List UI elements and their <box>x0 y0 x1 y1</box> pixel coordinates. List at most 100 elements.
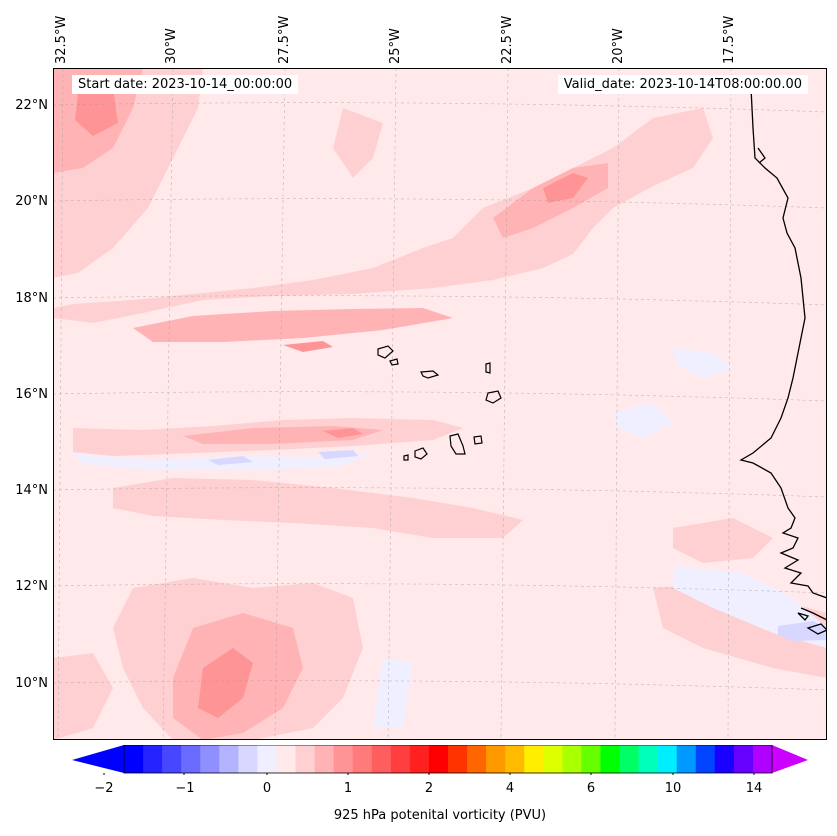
pv-region-north-strip <box>333 108 383 178</box>
island-boa-vista <box>485 390 502 404</box>
pv-contours-level-3 <box>75 88 588 718</box>
graticule <box>53 68 827 740</box>
map-panel <box>53 68 827 740</box>
cb-tick-label: 0 <box>262 781 272 796</box>
colorbar-segment <box>448 745 468 773</box>
parallel-18N <box>53 295 827 306</box>
coast-detail-south <box>806 623 827 635</box>
meridian-32.5W <box>57 68 64 740</box>
map-frame <box>53 68 827 740</box>
island-santiago <box>449 433 466 455</box>
colorbar-frame <box>123 745 773 774</box>
lon-label-17.5W: 17.5°W <box>722 15 737 64</box>
lon-label-30W: 30°W <box>164 28 179 64</box>
colorbar-segment <box>162 745 182 773</box>
pv-region-mid-streak <box>283 341 333 352</box>
pv-neg-south <box>373 658 413 728</box>
colorbar-segment <box>333 745 354 773</box>
meridian-20W <box>614 68 620 740</box>
colorbar-segment <box>124 745 144 773</box>
cb-tick-label: −2 <box>94 781 114 796</box>
colorbar-segment <box>257 745 277 773</box>
lon-label-25W: 25°W <box>388 28 403 64</box>
cb-tick-label: 6 <box>586 781 596 796</box>
pv-neg-east <box>673 348 733 378</box>
start-date-label: Start date: 2023-10-14_00:00:00 <box>72 75 299 94</box>
pv-neg-streak <box>208 456 253 465</box>
colorbar-segment <box>524 745 544 773</box>
lon-label-20W: 20°W <box>611 28 626 64</box>
meridian-30W <box>162 68 174 740</box>
colorbar-segment <box>352 745 373 773</box>
meridian-17.5W <box>727 68 732 740</box>
lon-label-22.5W: 22.5°W <box>500 15 515 64</box>
colorbar-segment <box>600 745 621 773</box>
cb-tick-label: 10 <box>664 781 682 796</box>
lat-label-14N: 14°N <box>15 483 48 498</box>
colorbar-segment <box>657 745 678 773</box>
colorbar-segment <box>219 745 239 773</box>
pv-neg-streak-2 <box>318 450 358 459</box>
colorbar-segment <box>181 745 201 773</box>
coastlines <box>739 87 827 635</box>
colorbar-segment <box>467 745 487 773</box>
island-santo-antao <box>377 345 394 359</box>
colorbar-over-arrow <box>772 745 808 773</box>
map-canvas <box>53 68 827 740</box>
colorbar-segment <box>409 745 430 773</box>
lon-label-27.5W: 27.5°W <box>277 15 292 64</box>
colorbar-segment <box>695 745 716 773</box>
colorbar-segment <box>543 745 563 773</box>
colorbar-segment <box>486 745 506 773</box>
pv-region-mid-streak-2 <box>323 428 363 438</box>
island-sao-nicolau <box>420 370 440 379</box>
pv-region-east <box>673 518 773 563</box>
colorbar-segment <box>619 745 640 773</box>
parallel-20N <box>53 198 827 209</box>
colorbar-segment <box>314 745 335 773</box>
meridian-27.5W <box>274 68 286 740</box>
meridian-22.5W <box>500 68 509 740</box>
island-brava <box>403 454 409 461</box>
parallel-12N <box>53 583 827 594</box>
african-coastline <box>739 87 827 599</box>
valid-date-label: Valid_date: 2023-10-14T08:00:00.00 <box>557 75 808 94</box>
coast-detail-north <box>757 147 766 164</box>
colorbar-segment <box>752 745 773 773</box>
coast-detail-islands <box>797 612 810 621</box>
lat-label-10N: 10°N <box>15 676 48 691</box>
pv-neg-east-2 <box>613 403 673 438</box>
meridian-25W <box>387 68 397 740</box>
colorbar-segment <box>295 745 316 773</box>
colorbar-ticks <box>103 773 755 775</box>
island-sal <box>485 362 491 374</box>
colorbar-segment <box>238 745 258 773</box>
coast-detail-bissau <box>800 607 827 621</box>
parallel-16N <box>53 391 827 402</box>
cb-tick-label: 2 <box>424 781 434 796</box>
colorbar-segment <box>390 745 411 773</box>
cb-tick-label: 14 <box>745 781 763 796</box>
colorbar-segment <box>276 745 297 773</box>
lat-label-18N: 18°N <box>15 291 48 306</box>
lat-label-16N: 16°N <box>15 387 48 402</box>
pv-region-south-3 <box>198 648 253 718</box>
parallel-22N <box>53 102 827 113</box>
pv-region-north-band <box>53 108 713 323</box>
lat-label-20N: 20°N <box>15 194 48 209</box>
cb-tick-label: 1 <box>343 781 353 796</box>
pv-region-north-band-2 <box>133 308 453 342</box>
colorbar-label: 925 hPa potenital vorticity (PVU) <box>333 808 547 823</box>
colorbar-segment <box>143 745 163 773</box>
island-maio <box>473 435 483 445</box>
colorbar-segment <box>505 745 525 773</box>
pv-region-central <box>113 478 523 538</box>
cb-tick-label: 4 <box>505 781 515 796</box>
island-sao-vicente <box>389 358 399 366</box>
colorbar-segment <box>733 745 754 773</box>
colorbar-segment <box>714 745 735 773</box>
lat-label-22N: 22°N <box>15 98 48 113</box>
colorbar-segment <box>428 745 449 773</box>
island-fogo <box>414 447 428 460</box>
pv-region-north-blob-3 <box>543 173 588 203</box>
